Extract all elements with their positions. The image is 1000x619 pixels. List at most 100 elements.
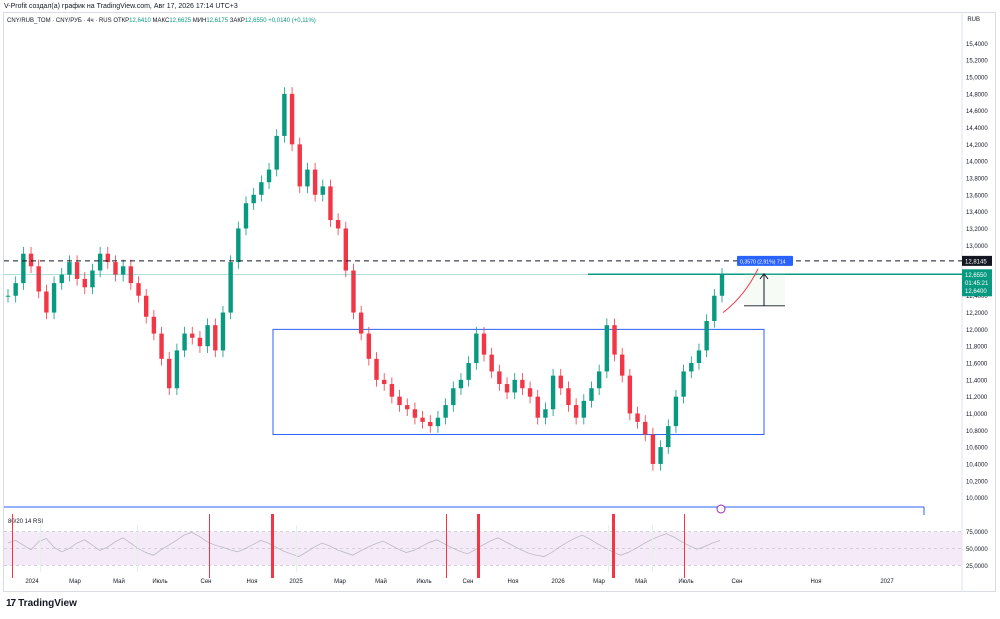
price-tick-label: 11,4000 (966, 378, 988, 384)
time-tick-label: 2027 (880, 579, 894, 585)
candle (151, 316, 157, 334)
candle (619, 354, 625, 376)
time-tick-label: Мар (69, 579, 81, 585)
symbol-name[interactable]: CNY/RUB_TOM · CNY/РУБ · 4ч · RUS (7, 18, 112, 24)
candle (167, 358, 172, 389)
candle (251, 194, 256, 204)
tradingview-logo-mark: 17 (6, 598, 16, 609)
candle (558, 375, 563, 389)
candle (596, 371, 602, 389)
resistance-tag-text: 12,8145 (965, 259, 987, 265)
time-tick-label: Ноя (247, 579, 258, 585)
price-tick-label: 15,2000 (966, 59, 988, 65)
candle (21, 253, 26, 284)
candle (59, 274, 64, 284)
candle (358, 312, 364, 334)
candle (13, 283, 18, 296)
time-tick-label: Сен (732, 579, 743, 585)
candle (190, 333, 195, 338)
last-price-text: 12,6550 (965, 273, 987, 279)
price-tick-label: 14,6000 (966, 109, 988, 115)
low-label: МИН (192, 18, 207, 24)
time-tick-label: Мар (334, 579, 346, 585)
measure-label-bg (737, 255, 793, 266)
candle (220, 312, 226, 351)
candle (550, 375, 556, 410)
time-tick-label: Июль (152, 579, 167, 585)
candle (504, 384, 510, 393)
candle (420, 417, 425, 422)
candle (305, 169, 310, 187)
time-tick-label: Июль (678, 579, 693, 585)
close-label: ЗАКР (229, 18, 245, 24)
price-tick-label: 10,0000 (966, 496, 988, 502)
candle (282, 93, 287, 136)
time-tick-label: 2024 (25, 579, 39, 585)
candle (182, 333, 187, 351)
price-tick-label: 11,2000 (966, 395, 988, 401)
candle (543, 409, 548, 418)
close-value: 12,6550 (244, 18, 267, 24)
candle (97, 253, 103, 271)
candle (527, 388, 533, 397)
rsi-tick-label: 50,0000 (966, 547, 988, 553)
candle (458, 379, 464, 389)
projection-line (722, 268, 759, 313)
rsi-oversold-marker (652, 525, 653, 572)
open-label: ОТКР (113, 18, 130, 24)
candle (381, 379, 387, 385)
time-tick-label: Сен (463, 579, 474, 585)
candle (5, 295, 11, 297)
candle (343, 228, 349, 271)
time-tick-label: Сен (201, 579, 212, 585)
candle (451, 388, 456, 406)
high-value: 12,6625 (169, 18, 192, 24)
price-tick-label: 14,4000 (966, 126, 988, 132)
rsi-oversold-marker (137, 525, 138, 572)
candle (489, 354, 494, 372)
tradingview-brand: TradingView (18, 598, 77, 609)
price-tick-label: 14,8000 (966, 92, 988, 98)
time-tick-label: Ноя (508, 579, 519, 585)
candle (128, 266, 134, 284)
candle (159, 333, 164, 359)
candle (481, 333, 487, 355)
rsi-band (4, 531, 962, 566)
candle (136, 283, 141, 296)
price-tick-label: 15,4000 (966, 42, 988, 48)
candle (297, 144, 302, 187)
candle (658, 447, 663, 464)
candle (197, 337, 203, 347)
candle (412, 409, 418, 418)
candle (266, 169, 272, 183)
candle (274, 135, 279, 170)
candle (36, 266, 41, 292)
price-tick-label: 12,4000 (966, 294, 988, 300)
candle (673, 396, 679, 427)
tradingview-logo[interactable]: 17 TradingView (6, 598, 77, 609)
rsi-extreme-marker (684, 514, 685, 578)
prev-price-text: 12,6400 (965, 289, 987, 295)
time-tick-label: Мар (593, 579, 605, 585)
candle (113, 262, 118, 275)
candle (589, 388, 594, 401)
currency-label[interactable]: RUB (967, 17, 980, 23)
price-tick-label: 10,6000 (966, 446, 988, 452)
rsi-tick-label: 75,0000 (966, 530, 988, 536)
candle (643, 421, 648, 435)
time-tick-label: Май (375, 578, 387, 585)
rsi-extreme-marker (271, 514, 274, 578)
price-tick-label: 13,2000 (966, 227, 988, 233)
candle (397, 396, 402, 406)
price-tick-label: 14,2000 (966, 143, 988, 149)
price-tick-label: 10,4000 (966, 462, 988, 468)
candle (719, 274, 725, 296)
rsi-extreme-marker (446, 514, 447, 578)
price-tick-label: 14,0000 (966, 160, 988, 166)
resistance-tag (962, 255, 992, 266)
candle (335, 220, 341, 229)
candle (405, 405, 410, 410)
price-tick-label: 13,0000 (966, 244, 988, 250)
rsi-oversold-marker (608, 525, 609, 572)
